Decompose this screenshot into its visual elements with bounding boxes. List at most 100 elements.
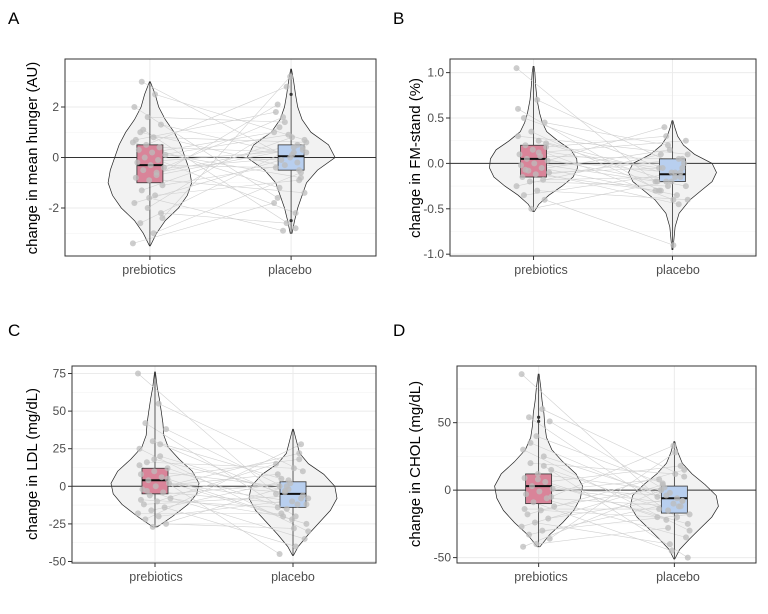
panel-a-point-placebo: [276, 124, 283, 131]
panel-c-point-prebiotics: [134, 510, 141, 517]
panel-d-point-placebo: [672, 470, 679, 477]
panel-c-pair-line: [169, 482, 285, 493]
panel-b-point-prebiotics: [535, 137, 542, 144]
panel-b-point-prebiotics: [520, 192, 527, 199]
panel-b-pair-line: [537, 99, 683, 169]
panel-a-point-placebo: [288, 151, 295, 158]
panel-a-point-prebiotics: [157, 121, 164, 128]
panel-a-pair-line: [141, 81, 298, 163]
panel-d-ytick-label: 0: [444, 483, 451, 497]
panel-b-tag: B: [393, 9, 404, 28]
panel-b-point-prebiotics: [535, 149, 542, 156]
panel-d-pair-line: [534, 522, 670, 545]
panel-b-point-placebo: [684, 151, 691, 158]
panel-b-point-prebiotics: [516, 151, 523, 158]
panel-b-pair-line: [516, 67, 656, 182]
panel-d-pair-line: [521, 484, 663, 527]
panel-c-pair-line: [146, 452, 300, 492]
panel-d-point-prebiotics: [546, 535, 553, 542]
panel-a-pair-line: [159, 147, 294, 153]
panel-d-point-prebiotics: [545, 515, 552, 522]
panel-c-point-placebo: [303, 520, 310, 527]
panel-d-point-prebiotics: [518, 371, 525, 378]
panel-b-pair-line: [517, 108, 660, 191]
panel-a-pair-line: [140, 131, 300, 171]
panel-c-point-placebo: [305, 495, 312, 502]
panel-d-point-prebiotics: [534, 470, 541, 477]
panel-b-point-placebo: [681, 160, 688, 167]
panel-d-point-placebo: [670, 500, 677, 507]
panel-d-pair-line: [549, 421, 671, 494]
panel-a-ytick-label: -2: [48, 201, 59, 215]
panel-b-point-prebiotics: [513, 65, 520, 72]
panel-a-point-prebiotics: [144, 114, 151, 121]
panel-c-point-placebo: [289, 516, 296, 523]
panel-a-point-prebiotics: [132, 174, 139, 181]
panel-b-point-placebo: [661, 124, 668, 131]
panel-d-point-prebiotics: [537, 507, 544, 514]
panel-c-ytick-label: 50: [53, 404, 67, 418]
panel-a-point-placebo: [271, 129, 278, 136]
panel-c-point-prebiotics: [164, 475, 171, 482]
panel-d-point-placebo: [665, 524, 672, 531]
panel-c-point-placebo: [278, 510, 285, 517]
panel-c-ytick-label: -50: [49, 554, 67, 568]
panel-c-point-placebo: [299, 468, 306, 475]
panel-b-point-prebiotics: [538, 164, 545, 171]
panel-b-category-prebiotics: prebiotics: [514, 263, 568, 277]
panel-b-point-prebiotics: [522, 166, 529, 173]
panel-d-background: [457, 366, 756, 563]
panel-b-point-placebo: [670, 196, 677, 203]
panel-c: C change in LDL (mg/dL) -50 -25 0 25 50 75 pr…: [8, 321, 377, 584]
panel-a-point-placebo: [292, 225, 299, 232]
panel-b-point-prebiotics: [522, 142, 529, 149]
panel-d-point-prebiotics: [520, 543, 527, 550]
panel-d-point-placebo: [684, 554, 691, 561]
panel-c-pair-line: [143, 495, 303, 505]
panel-a-pair-line: [134, 106, 278, 199]
panel-c-point-prebiotics: [148, 507, 155, 514]
panel-a-point-placebo: [292, 210, 299, 217]
panel-d-point-placebo: [665, 507, 672, 514]
panel-b-point-placebo: [664, 142, 671, 149]
panel-b-border: [449, 58, 757, 257]
panel-d-tag: D: [393, 321, 405, 340]
panel-d-ytick-label: 50: [438, 416, 452, 430]
panel-b-pair-line: [547, 126, 665, 161]
panel-a: A change in mean hunger (AU) -2 0 2 prebio…: [8, 9, 377, 277]
panel-a-point-placebo: [299, 144, 306, 151]
panel-a-point-prebiotics: [138, 78, 145, 85]
panel-b-point-prebiotics: [540, 176, 547, 183]
panel-d-point-placebo: [686, 511, 693, 518]
panel-c-pair-line: [165, 428, 289, 490]
panel-c-point-placebo: [276, 550, 283, 557]
panel-a-point-prebiotics: [152, 91, 159, 98]
panel-d-point-prebiotics: [539, 527, 546, 534]
panel-c-point-prebiotics: [142, 420, 149, 427]
panel-b-point-prebiotics: [513, 183, 520, 190]
panel-d-point-prebiotics: [540, 462, 547, 469]
panel-c-point-placebo: [273, 460, 280, 467]
panel-d-outlier-prebiotics: [537, 415, 541, 419]
panel-b-point-placebo: [675, 201, 682, 208]
panel-d-pair-line: [543, 465, 688, 558]
panel-a-point-prebiotics: [135, 146, 142, 153]
panel-c-point-prebiotics: [151, 456, 158, 463]
panel-c-point-placebo: [290, 465, 297, 472]
panel-a-point-prebiotics: [144, 205, 151, 212]
panel-d-pair-line: [528, 417, 678, 518]
panel-d-point-prebiotics: [548, 493, 555, 500]
panel-b-point-placebo: [656, 187, 663, 194]
panel-c-border: [71, 365, 377, 564]
panel-c-point-prebiotics: [152, 483, 159, 490]
panel-c-point-prebiotics: [157, 453, 164, 460]
panel-c-point-placebo: [303, 501, 310, 508]
panel-b-point-prebiotics: [541, 119, 548, 126]
panel-d-point-prebiotics: [548, 466, 555, 473]
panel-c-point-placebo: [292, 543, 299, 550]
panel-a-ytick-label: 0: [52, 151, 59, 165]
panel-c-pair-line: [152, 486, 287, 528]
panel-d: D change in CHOL (mg/dL) -50 0 50 prebioti…: [393, 321, 757, 584]
panel-c-category-placebo: placebo: [271, 570, 315, 584]
panel-b-pair-line: [546, 143, 672, 182]
